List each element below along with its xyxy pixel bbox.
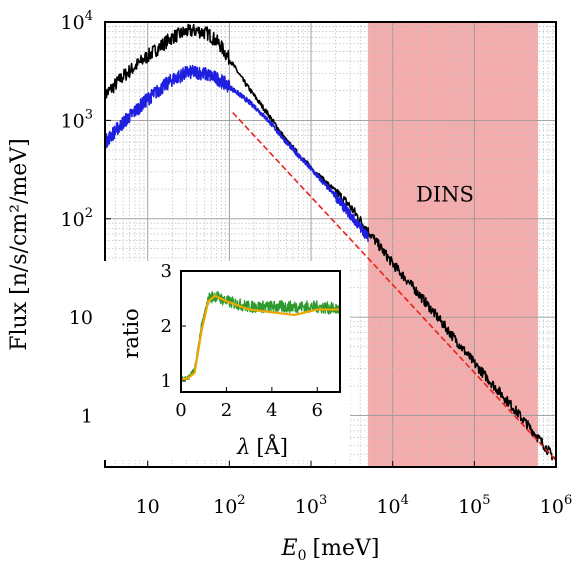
- inset-y-tick-label: 2: [161, 316, 172, 337]
- inset-y-tick-label: 3: [161, 261, 172, 282]
- x-axis-title-subscript: 0: [298, 548, 307, 564]
- x-tick-label: 103: [295, 493, 327, 518]
- x-tick-label: 105: [458, 493, 490, 518]
- x-axis-title-symbol: E: [281, 536, 298, 561]
- inset-series-group: [180, 291, 341, 382]
- y-tick-label: 103: [61, 107, 93, 132]
- inset-y-tick-label: 1: [161, 371, 172, 392]
- inset-x-tick-label: 2: [221, 400, 232, 421]
- y-tick-label: 1: [81, 406, 93, 428]
- series-line-1: [104, 64, 369, 242]
- plot-frame: [104, 21, 557, 468]
- inset-x-axis-title-unit: [Å]: [256, 434, 288, 459]
- inset-x-tick-label: 0: [175, 400, 186, 421]
- inset-x-axis-title-symbol: λ: [236, 435, 250, 459]
- y-axis-title: Flux [n/s/cm²/meV]: [7, 138, 32, 351]
- inset-series-line-1: [180, 294, 341, 381]
- x-tick-label: 106: [540, 493, 572, 518]
- y-tick-label: 102: [61, 206, 93, 231]
- inset-y-axis-title: ratio: [119, 308, 143, 358]
- x-tick-label: 102: [213, 493, 245, 518]
- series-line-0: [104, 23, 557, 461]
- y-tick-label: 10: [69, 307, 93, 329]
- shaded-region-dins: [368, 22, 538, 467]
- inset-x-tick-label: 6: [312, 400, 323, 421]
- region-group: [368, 22, 538, 467]
- y-tick-label: 104: [61, 9, 93, 34]
- region-label: DINS: [416, 182, 474, 206]
- inset-chart: 0 2 4 6 1 2 3 ratio λ [Å]: [99, 261, 350, 460]
- x-axis-title-unit: [meV]: [313, 536, 380, 561]
- series-group: [104, 23, 557, 461]
- x-tick-label: 104: [376, 493, 408, 518]
- series-line-2: [232, 112, 557, 461]
- x-axis-title: E0 [meV]: [281, 536, 380, 564]
- inset-axis-ticks: 0 2 4 6 1 2 3: [161, 261, 323, 421]
- x-tick-label: 10: [136, 496, 160, 518]
- inset-x-axis-title: λ [Å]: [236, 434, 288, 459]
- inset-frame: [180, 270, 341, 393]
- inset-background: [99, 261, 350, 460]
- inset-x-tick-label: 4: [266, 400, 277, 421]
